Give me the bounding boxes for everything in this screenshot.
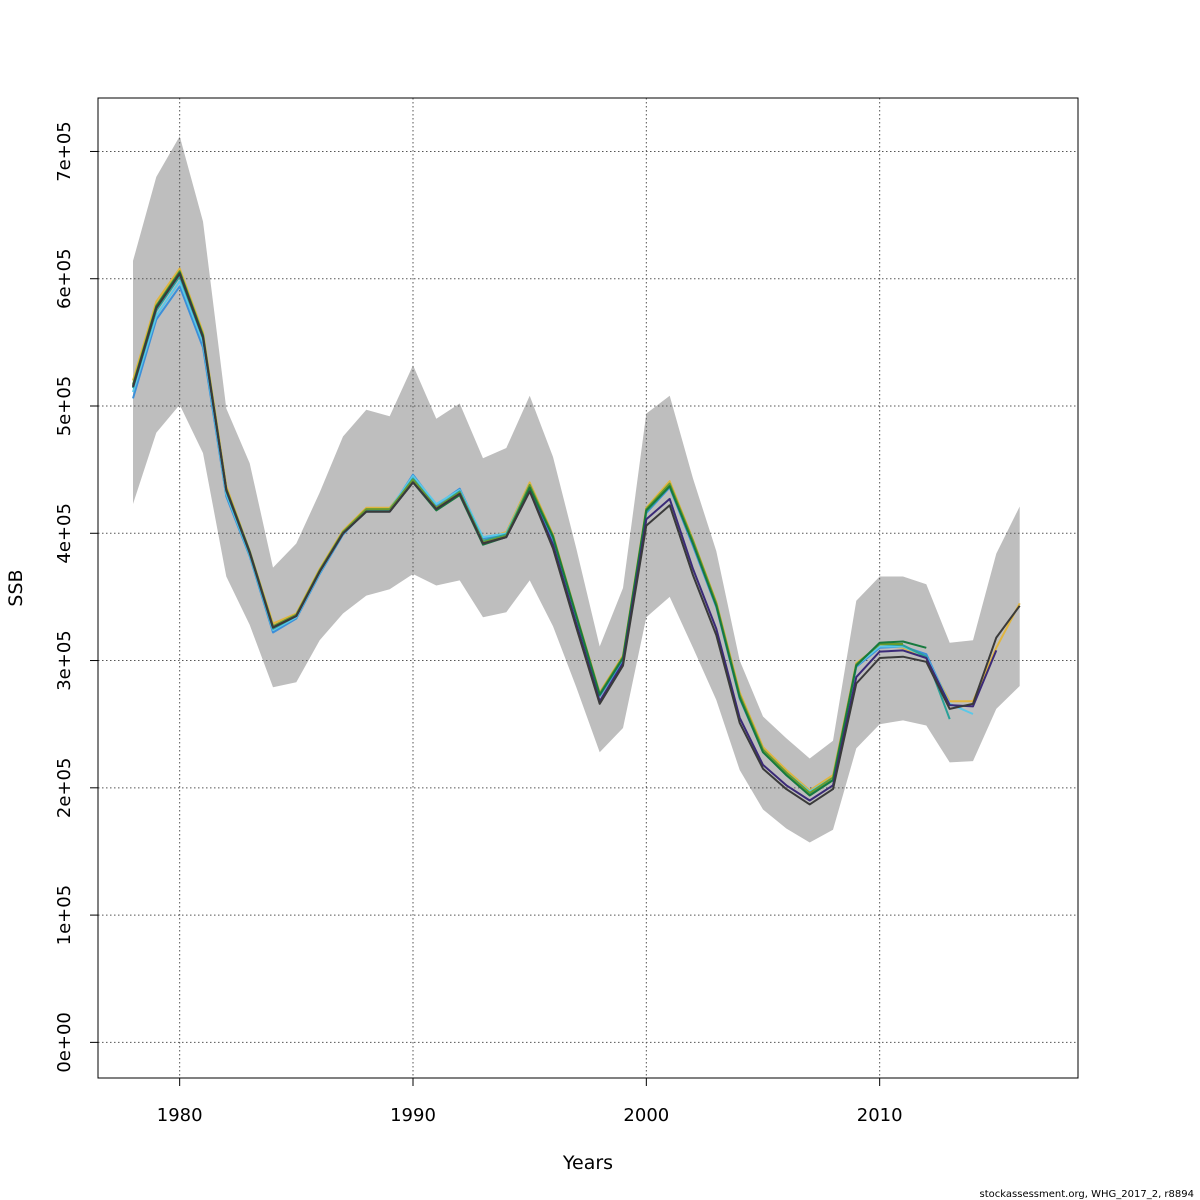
- x-axis-title: Years: [562, 1152, 613, 1174]
- y-axis-title: SSB: [5, 569, 27, 606]
- y-tick-label: 5e+05: [54, 376, 75, 437]
- y-tick-label: 2e+05: [54, 758, 75, 819]
- y-tick-label: 1e+05: [54, 885, 75, 946]
- x-tick-label: 2000: [623, 1105, 669, 1126]
- credit-text: stockassessment.org, WHG_2017_2, r8894: [980, 1189, 1194, 1200]
- y-tick-label: 0e+00: [54, 1012, 75, 1073]
- y-tick-label: 7e+05: [54, 121, 75, 182]
- y-tick-label: 3e+05: [54, 630, 75, 691]
- y-tick-label: 4e+05: [54, 503, 75, 564]
- y-tick-label: 6e+05: [54, 248, 75, 309]
- x-tick-label: 1990: [390, 1105, 436, 1126]
- ssb-chart: 1980 1990 2000 2010 0e+00 1e+05 2e+05 3e+05 4e+0…: [0, 0, 1200, 1200]
- x-tick-label: 1980: [157, 1105, 203, 1126]
- x-tick-label: 2010: [857, 1105, 903, 1126]
